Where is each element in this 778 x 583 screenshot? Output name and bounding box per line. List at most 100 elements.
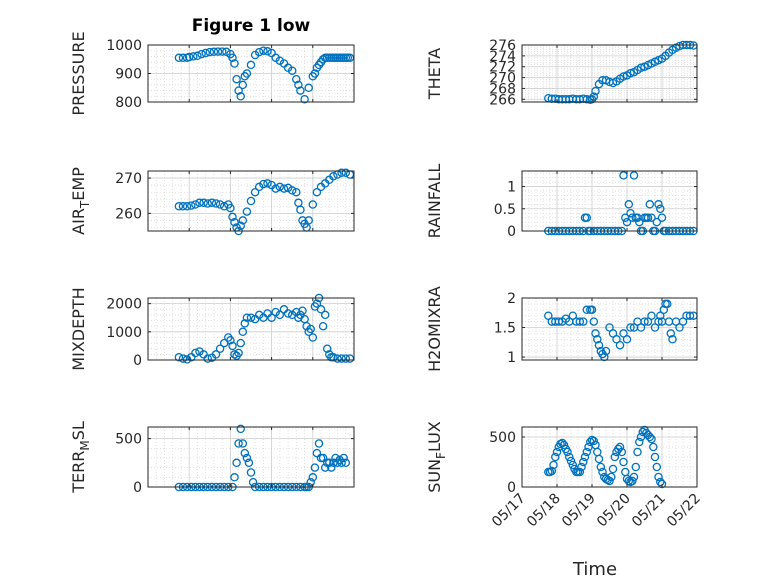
- data-point: [308, 200, 318, 209]
- data-point: [626, 208, 635, 218]
- data-point: [228, 341, 237, 351]
- data-point: [552, 447, 562, 457]
- data-point: [197, 49, 206, 59]
- data-point: [234, 86, 243, 95]
- data-point: [267, 313, 276, 322]
- data-point: [248, 477, 258, 487]
- axes-box: [521, 426, 698, 488]
- series-markers: [174, 293, 355, 364]
- data-point: [246, 468, 256, 477]
- data-point: [600, 352, 609, 362]
- data-point: [327, 463, 336, 472]
- data-point: [294, 80, 303, 90]
- data-point: [211, 350, 221, 359]
- data-point: [184, 52, 194, 62]
- data-point: [333, 354, 342, 363]
- data-point: [575, 317, 585, 326]
- data-point: [329, 352, 338, 362]
- data-point: [628, 213, 637, 222]
- data-point: [250, 187, 260, 197]
- y-tick-label: 500: [115, 432, 142, 448]
- data-point: [304, 216, 313, 225]
- data-point: [242, 313, 252, 322]
- data-point: [230, 473, 239, 482]
- data-point: [182, 202, 192, 211]
- x-tick-label: 05/22: [664, 491, 704, 531]
- data-point: [312, 448, 322, 458]
- data-point: [226, 336, 235, 345]
- subplot-terr-msl: 0 500 TERRMSL: [69, 421, 355, 496]
- data-point: [217, 47, 227, 56]
- data-point: [259, 179, 268, 189]
- y-axis-label: AIRTEMP: [69, 167, 92, 235]
- data-point: [232, 458, 241, 468]
- data-point: [230, 350, 239, 359]
- data-point: [232, 74, 241, 84]
- data-point: [226, 203, 235, 213]
- axes-box: [521, 44, 698, 103]
- subplot-pressure: 800 900 1000 PRESSURE: [69, 31, 355, 116]
- data-point: [304, 83, 313, 93]
- data-point: [298, 306, 307, 315]
- data-point: [337, 168, 346, 178]
- y-axis-label: MIXDEPTH: [69, 287, 88, 370]
- data-point: [215, 344, 225, 353]
- data-point: [589, 92, 599, 101]
- data-point: [554, 317, 564, 326]
- x-tick-label: 05/18: [524, 491, 564, 531]
- data-point: [601, 346, 611, 356]
- data-point: [234, 348, 243, 358]
- y-tick-label: 0: [133, 480, 142, 496]
- data-point: [275, 56, 285, 65]
- data-point: [663, 299, 672, 309]
- x-tick-label: 05/20: [594, 491, 634, 531]
- data-point: [579, 457, 588, 467]
- data-point: [296, 86, 305, 95]
- data-point: [685, 311, 695, 320]
- data-point: [339, 453, 348, 463]
- data-point: [222, 47, 231, 57]
- data-point: [629, 171, 639, 180]
- y-tick-label: 1: [507, 180, 516, 196]
- data-point: [582, 213, 592, 222]
- axes-box: [147, 426, 355, 488]
- data-point: [580, 452, 590, 462]
- data-point: [242, 207, 252, 216]
- data-point: [582, 305, 592, 315]
- axes-box: [147, 297, 355, 361]
- data-point: [610, 452, 620, 462]
- data-point: [318, 321, 328, 331]
- data-point: [199, 198, 208, 208]
- data-point: [308, 333, 318, 342]
- data-point: [292, 74, 301, 84]
- data-point: [205, 47, 215, 57]
- plot-area: [148, 298, 354, 360]
- data-point: [246, 313, 256, 322]
- data-point: [337, 354, 346, 363]
- data-point: [559, 440, 569, 450]
- data-point: [640, 317, 649, 326]
- y-tick-label: 260: [115, 206, 142, 222]
- data-point: [652, 217, 662, 227]
- plot-area: [522, 171, 697, 231]
- data-point: [647, 213, 656, 222]
- y-tick-label: 2: [507, 291, 516, 307]
- data-point: [582, 447, 592, 457]
- data-point: [296, 205, 305, 215]
- data-point: [306, 324, 315, 334]
- y-tick-label: 0: [133, 353, 142, 369]
- data-point: [654, 472, 663, 482]
- data-point: [316, 305, 326, 314]
- data-point: [207, 198, 217, 208]
- x-tick-label: 05/17: [489, 491, 529, 531]
- axes-box: [521, 297, 698, 361]
- data-point: [193, 51, 202, 61]
- data-point: [215, 200, 225, 209]
- y-tick-label: 900: [115, 67, 142, 83]
- data-point: [657, 479, 667, 489]
- data-point: [236, 221, 245, 230]
- data-point: [656, 204, 665, 214]
- data-point: [201, 48, 210, 58]
